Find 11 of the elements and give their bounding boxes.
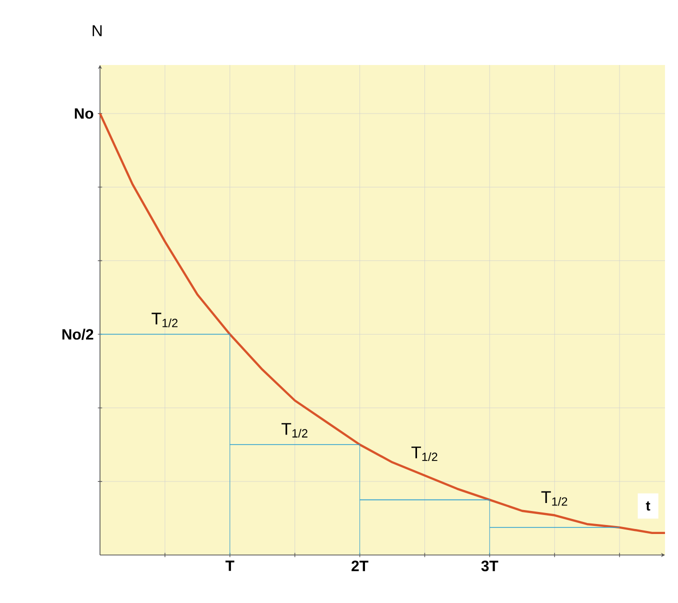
annotation: T$_{1/2}$ [541,491,568,506]
annotation: T$_{1/2}$ [152,312,178,328]
x-tick-label: T [225,560,234,571]
annotation: T$_{1/2}$ [411,446,438,462]
x-tick-label: 3T [481,560,498,572]
y-axis-title: N [92,25,102,36]
annotation: No/2 [62,328,94,340]
annotation: T$_{1/2}$ [282,423,308,438]
x-tick-label: 2T [352,560,368,572]
x-axis-title: t [646,501,650,511]
annotation: No [74,108,94,119]
